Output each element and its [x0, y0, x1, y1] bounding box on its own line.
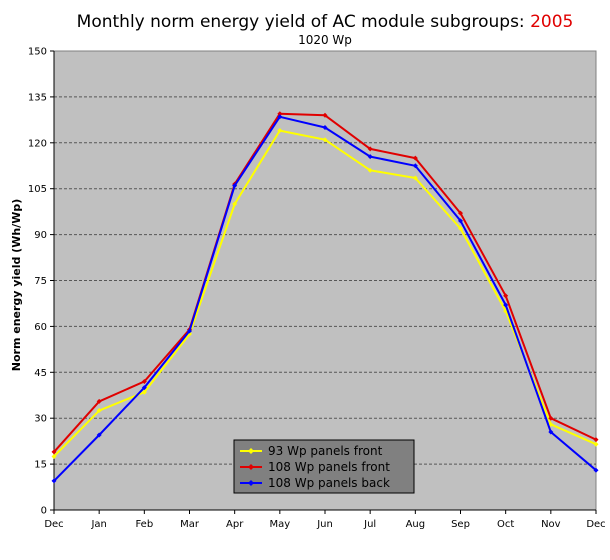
- data-point: [322, 137, 328, 143]
- y-axis-label: Norm energy yield (Wh/Wp): [10, 199, 23, 371]
- data-point: [96, 398, 102, 404]
- data-point: [412, 155, 418, 161]
- y-tick-label: 120: [28, 138, 47, 149]
- legend-label: 108 Wp panels back: [268, 476, 390, 490]
- x-tick-label: Dec: [586, 519, 605, 530]
- data-point: [503, 293, 509, 299]
- data-point: [141, 378, 147, 384]
- data-point: [503, 302, 509, 308]
- legend-marker: [248, 480, 254, 486]
- y-tick-label: 45: [34, 368, 47, 379]
- data-point: [277, 111, 283, 117]
- data-point: [548, 429, 554, 435]
- data-point: [593, 437, 599, 443]
- x-tick-label: Oct: [497, 519, 514, 530]
- chart-subtitle: 1020 Wp: [298, 33, 352, 47]
- legend-marker: [248, 448, 254, 454]
- chart-title: Monthly norm energy yield of AC module s…: [77, 12, 574, 32]
- data-point: [51, 453, 57, 459]
- y-tick-label: 75: [34, 276, 47, 287]
- data-point: [367, 154, 373, 160]
- data-point: [96, 408, 102, 414]
- data-point: [51, 478, 57, 484]
- legend-label: 93 Wp panels front: [268, 444, 383, 458]
- legend-label: 108 Wp panels front: [268, 460, 390, 474]
- series-layer: [51, 111, 599, 484]
- data-point: [277, 114, 283, 120]
- x-tick-label: Dec: [44, 519, 63, 530]
- data-point: [458, 225, 463, 231]
- y-tick-label: 90: [34, 230, 47, 241]
- data-point: [593, 467, 599, 473]
- data-point: [277, 128, 283, 134]
- data-point: [458, 210, 463, 216]
- y-tick-label: 60: [34, 322, 47, 333]
- x-tick-label: Jan: [90, 519, 106, 530]
- x-tick-label: Nov: [541, 519, 561, 530]
- data-point: [367, 146, 373, 152]
- legend-box: [233, 439, 415, 494]
- data-point: [412, 163, 418, 169]
- y-tick-label: 0: [41, 506, 47, 517]
- data-point: [141, 385, 147, 391]
- x-tick-label: Jun: [316, 519, 333, 530]
- data-point: [548, 421, 554, 427]
- x-tick-label: Jul: [363, 519, 376, 530]
- y-tick-label: 30: [34, 414, 47, 425]
- data-point: [412, 175, 418, 181]
- data-point: [141, 389, 147, 395]
- legend-marker: [248, 464, 254, 470]
- x-tick-label: Sep: [451, 519, 470, 530]
- x-tick-label: Aug: [406, 519, 426, 530]
- data-point: [367, 167, 373, 173]
- data-point: [51, 449, 57, 455]
- y-tick-label: 135: [28, 92, 47, 103]
- data-point: [322, 112, 328, 118]
- chart-title-year: 2005: [530, 12, 573, 32]
- data-point: [232, 183, 238, 189]
- x-tick-label: Apr: [226, 519, 244, 530]
- gridlines: [54, 96, 596, 465]
- x-tick-label: Feb: [135, 519, 153, 530]
- legend: 93 Wp panels front 108 Wp panels front 108…: [233, 439, 415, 494]
- data-point: [548, 415, 554, 421]
- y-tick-label: 150: [28, 47, 47, 58]
- x-axis-ticks: Dec Jan Feb Mar Apr May Jun Jul Aug Sep Oct Nov Dec: [44, 509, 606, 530]
- x-tick-label: May: [269, 519, 290, 530]
- y-axis-ticks: 0 15 30 45 60 75 90 105 120 135 150: [28, 47, 55, 517]
- data-point: [96, 432, 102, 438]
- data-point: [322, 125, 328, 130]
- data-point: [187, 328, 192, 334]
- y-tick-label: 105: [28, 184, 47, 195]
- data-point: [458, 218, 463, 224]
- y-tick-label: 15: [34, 460, 47, 471]
- data-point: [593, 441, 599, 447]
- data-point: [232, 201, 238, 207]
- x-tick-label: Mar: [180, 519, 200, 530]
